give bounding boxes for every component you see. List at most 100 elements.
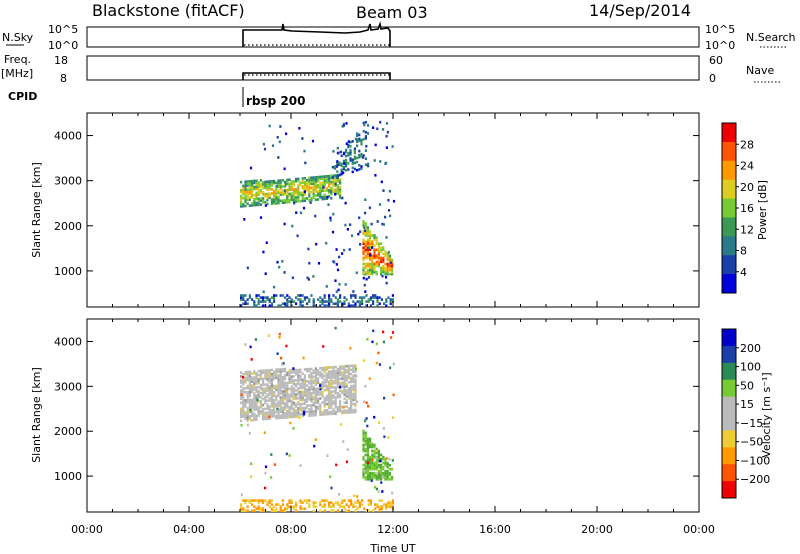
data-cell: [310, 198, 313, 202]
data-cell: [257, 507, 260, 510]
data-cell: [253, 404, 256, 408]
data-cell: [312, 401, 315, 405]
data-cell: [281, 193, 284, 196]
data-cell: [257, 189, 260, 192]
data-cell: [367, 300, 370, 303]
data-cell: [251, 202, 254, 205]
data-cell: [336, 408, 339, 411]
data-cell: [312, 184, 315, 187]
data-cell: [303, 296, 306, 299]
data-cell: [369, 268, 372, 272]
data-cell: [286, 410, 289, 413]
data-cell: [378, 509, 381, 512]
data-cell: [345, 369, 348, 372]
data-cell: [356, 501, 359, 504]
data-cell: [389, 214, 392, 218]
data-cell: [255, 197, 258, 201]
data-cell: [364, 242, 367, 245]
data-cell: [380, 507, 383, 510]
data-cell: [364, 254, 367, 258]
data-cell: [382, 467, 385, 471]
data-cell: [362, 469, 365, 473]
data-cell: [323, 382, 326, 386]
data-cell: [257, 381, 260, 385]
data-cell: [312, 188, 315, 191]
data-cell: [255, 406, 258, 409]
data-cell: [299, 368, 302, 372]
x-axis-label: Time UT: [369, 542, 415, 554]
data-cell: [319, 189, 322, 193]
data-cell: [275, 376, 278, 380]
data-cell: [242, 401, 245, 404]
data-cell: [334, 404, 337, 407]
data-cell: [309, 201, 312, 204]
data-cell: [295, 409, 298, 412]
data-cell: [281, 408, 284, 411]
data-cell: [362, 258, 365, 262]
data-cell: [284, 180, 287, 184]
data-cell: [242, 405, 245, 408]
data-cell: [352, 388, 355, 392]
data-cell: [362, 272, 365, 276]
data-cell: [295, 415, 298, 418]
data-cell: [304, 161, 307, 165]
data-cell: [375, 272, 378, 276]
data-cell: [255, 416, 258, 419]
data-cell: [279, 509, 282, 512]
data-cell: [352, 384, 355, 388]
data-cell: [281, 376, 284, 379]
data-cell: [306, 396, 309, 399]
data-cell: [317, 377, 320, 380]
data-cell: [372, 509, 375, 512]
data-cell: [299, 384, 302, 388]
data-cell: [388, 467, 391, 471]
data-cell: [380, 478, 383, 481]
data-cell: [308, 194, 311, 198]
data-cell: [281, 410, 284, 413]
data-cell: [377, 478, 380, 481]
data-cell: [334, 279, 337, 282]
data-cell: [356, 300, 359, 303]
data-cell: [362, 457, 365, 461]
data-cell: [310, 294, 313, 297]
data-cell: [259, 399, 262, 403]
data-cell: [268, 379, 271, 382]
data-cell: [366, 240, 369, 243]
data-cell: [358, 153, 361, 157]
data-cell: [257, 414, 260, 417]
data-cell: [373, 453, 376, 457]
data-cell: [334, 178, 337, 181]
data-cell: [343, 377, 346, 380]
data-cell: [264, 387, 267, 390]
data-cell: [371, 445, 374, 449]
data-cell: [277, 378, 280, 381]
data-cell: [257, 197, 260, 201]
data-cell: [363, 283, 366, 287]
data-cell: [373, 254, 376, 258]
data-cell: [299, 382, 302, 386]
data-cell: [297, 401, 300, 404]
data-cell: [303, 507, 306, 510]
data-cell: [308, 408, 311, 411]
data-cell: [275, 372, 278, 375]
data-cell: [371, 256, 374, 260]
data-cell: [334, 406, 337, 409]
data-cell: [356, 132, 359, 135]
data-cell: [240, 423, 243, 427]
colorbar-segment: [722, 160, 736, 181]
data-cell: [273, 198, 276, 201]
data-cell: [301, 193, 304, 197]
data-cell: [288, 375, 291, 379]
data-cell: [292, 415, 295, 419]
data-cell: [286, 302, 289, 305]
data-cell: [347, 154, 350, 157]
data-cell: [284, 373, 287, 377]
data-cell: [377, 455, 380, 459]
data-cell: [319, 195, 322, 199]
data-cell: [291, 276, 294, 280]
data-cell: [264, 413, 267, 417]
data-cell: [240, 203, 243, 206]
data-cell: [341, 125, 344, 128]
data-cell: [264, 194, 267, 198]
